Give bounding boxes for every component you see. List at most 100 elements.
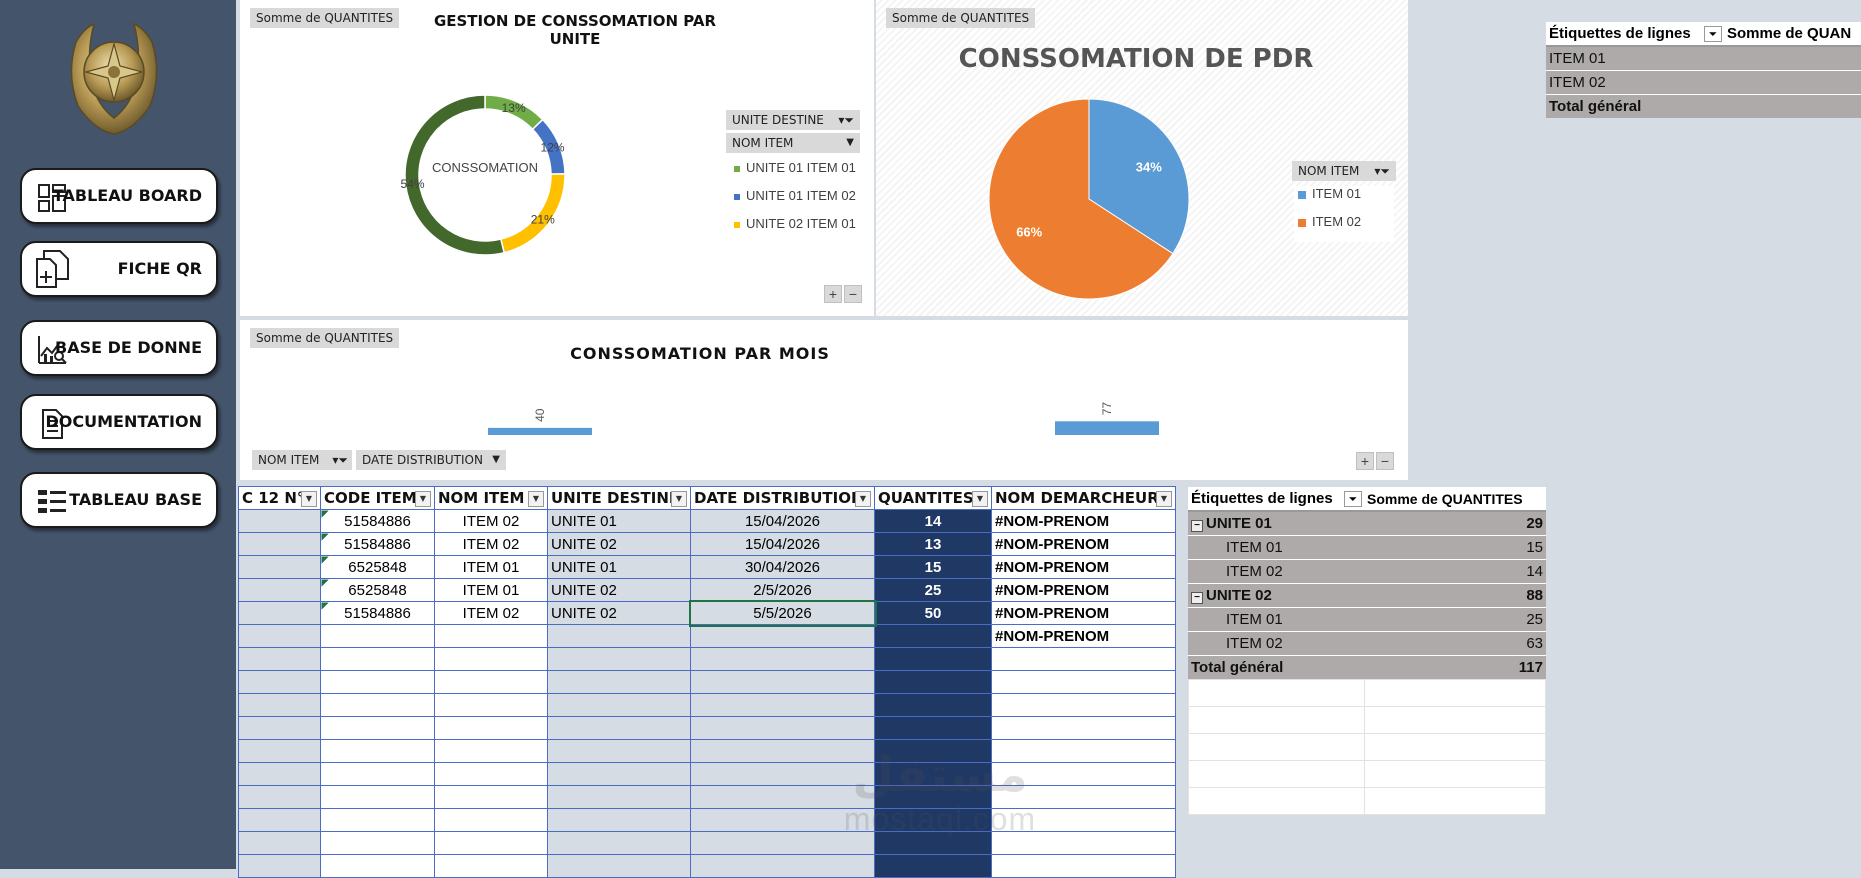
table-cell[interactable]: [690, 785, 875, 809]
table-cell[interactable]: 15/04/2026: [690, 509, 875, 533]
table-cell[interactable]: [690, 808, 875, 832]
top-pivot-total[interactable]: Total général: [1546, 94, 1861, 118]
table-cell[interactable]: [874, 670, 992, 694]
collapse-icon[interactable]: −: [1191, 519, 1203, 532]
pivot-total-label[interactable]: Total général: [1188, 655, 1364, 679]
column-header[interactable]: NOM DEMARCHEUR ▼: [991, 486, 1176, 510]
column-header[interactable]: C 12 N° ▼: [238, 486, 321, 510]
top-pivot-row[interactable]: ITEM 01: [1546, 46, 1861, 71]
table-cell[interactable]: [991, 854, 1176, 878]
table-cell[interactable]: [434, 624, 548, 648]
table-cell[interactable]: ITEM 02: [434, 532, 548, 556]
table-cell[interactable]: [547, 647, 691, 671]
table-cell[interactable]: [547, 808, 691, 832]
table-cell[interactable]: [434, 762, 548, 786]
column-header[interactable]: CODE ITEM ▼: [320, 486, 435, 510]
table-cell[interactable]: ITEM 02: [434, 509, 548, 533]
table-cell[interactable]: [991, 785, 1176, 809]
table-cell[interactable]: [238, 601, 321, 625]
table-cell[interactable]: UNITE 02: [547, 601, 691, 625]
table-cell[interactable]: 15/04/2026: [690, 532, 875, 556]
base-de-donne-button[interactable]: BASE DE DONNE: [20, 320, 218, 376]
table-cell[interactable]: [991, 762, 1176, 786]
table-cell[interactable]: [991, 739, 1176, 763]
table-cell[interactable]: [547, 762, 691, 786]
table-cell[interactable]: 30/04/2026: [690, 555, 875, 579]
table-cell[interactable]: [320, 762, 435, 786]
table-cell[interactable]: [874, 831, 992, 855]
table-cell[interactable]: #NOM-PRENOM: [991, 532, 1176, 556]
table-cell[interactable]: #NOM-PRENOM: [991, 624, 1176, 648]
table-cell[interactable]: [874, 647, 992, 671]
expand-button[interactable]: +: [1356, 452, 1374, 470]
table-cell[interactable]: 51584886: [320, 532, 435, 556]
table-cell[interactable]: [690, 693, 875, 717]
pivot-group-label[interactable]: − UNITE 02: [1188, 583, 1364, 608]
table-cell[interactable]: [690, 716, 875, 740]
table-cell[interactable]: [434, 831, 548, 855]
grid-cell[interactable]: [1188, 679, 1365, 707]
top-pivot-header-label[interactable]: Étiquettes de lignes ⏷: [1546, 22, 1724, 47]
table-cell[interactable]: [434, 693, 548, 717]
table-cell[interactable]: [874, 785, 992, 809]
donut-field-button[interactable]: Somme de QUANTITES: [250, 8, 400, 28]
table-cell[interactable]: 51584886: [320, 509, 435, 533]
legend-entry[interactable]: ITEM 02: [1294, 214, 1394, 242]
table-cell[interactable]: [434, 670, 548, 694]
table-cell[interactable]: [320, 647, 435, 671]
grid-cell[interactable]: [1363, 760, 1547, 788]
pivot-header-label[interactable]: Étiquettes de lignes ⏷: [1188, 487, 1364, 512]
table-cell[interactable]: [874, 854, 992, 878]
collapse-button[interactable]: −: [844, 285, 862, 303]
table-cell[interactable]: [690, 831, 875, 855]
table-cell[interactable]: #NOM-PRENOM: [991, 509, 1176, 533]
month-field-button[interactable]: Somme de QUANTITES: [250, 328, 400, 348]
table-cell[interactable]: [320, 716, 435, 740]
table-cell[interactable]: #NOM-PRENOM: [991, 555, 1176, 579]
table-cell[interactable]: [238, 509, 321, 533]
chevron-down-icon[interactable]: ▼: [415, 491, 431, 507]
table-cell[interactable]: [238, 555, 321, 579]
table-cell[interactable]: [991, 831, 1176, 855]
table-cell[interactable]: [874, 739, 992, 763]
pie-nom-item-filter[interactable]: NOM ITEM ▾⏷: [1292, 161, 1396, 181]
table-cell[interactable]: [238, 831, 321, 855]
column-header[interactable]: UNITE DESTINE ▼: [547, 486, 691, 510]
month-bar[interactable]: [1055, 421, 1159, 435]
legend-entry[interactable]: UNITE 01 ITEM 02: [734, 188, 874, 216]
table-cell[interactable]: [690, 739, 875, 763]
table-cell[interactable]: [991, 808, 1176, 832]
table-cell[interactable]: #NOM-PRENOM: [991, 578, 1176, 602]
table-cell[interactable]: [991, 670, 1176, 694]
table-cell[interactable]: UNITE 01: [547, 509, 691, 533]
legend-entry[interactable]: ITEM 01: [1294, 186, 1394, 214]
grid-cell[interactable]: [1363, 706, 1547, 734]
chevron-down-icon[interactable]: ▼: [1156, 491, 1172, 507]
table-cell[interactable]: [874, 762, 992, 786]
pivot-item-label[interactable]: ITEM 02: [1188, 559, 1364, 584]
table-cell[interactable]: [238, 578, 321, 602]
expand-button[interactable]: +: [824, 285, 842, 303]
pie-slice[interactable]: [988, 98, 1174, 300]
table-cell[interactable]: UNITE 01: [547, 555, 691, 579]
donut-slice[interactable]: [404, 94, 506, 256]
table-cell[interactable]: [874, 624, 992, 648]
table-cell[interactable]: [238, 808, 321, 832]
table-cell[interactable]: [320, 670, 435, 694]
documentation-button[interactable]: DOCUMENTATION: [20, 394, 218, 450]
top-pivot-row[interactable]: ITEM 02: [1546, 70, 1861, 95]
grid-cell[interactable]: [1363, 679, 1547, 707]
table-cell[interactable]: [238, 739, 321, 763]
table-cell[interactable]: [238, 532, 321, 556]
grid-cell[interactable]: [1188, 760, 1365, 788]
table-cell[interactable]: [874, 808, 992, 832]
grid-cell[interactable]: [1188, 787, 1365, 815]
table-cell[interactable]: [238, 716, 321, 740]
month-nom-item-filter[interactable]: NOM ITEM ▾⏷: [252, 450, 352, 470]
table-cell[interactable]: [991, 693, 1176, 717]
table-cell[interactable]: 14: [874, 509, 992, 533]
table-cell[interactable]: [238, 854, 321, 878]
grid-cell[interactable]: [1363, 733, 1547, 761]
table-cell[interactable]: [547, 670, 691, 694]
chevron-down-icon[interactable]: ▼: [972, 491, 988, 507]
